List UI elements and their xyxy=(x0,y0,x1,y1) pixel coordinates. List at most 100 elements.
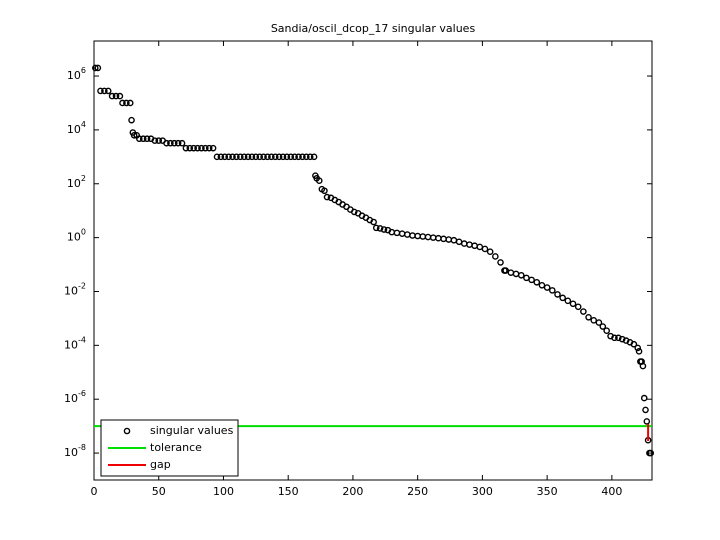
data-point xyxy=(186,144,194,152)
data-point xyxy=(376,225,384,232)
y-tick-label: 10-4 xyxy=(64,335,86,352)
data-point xyxy=(108,92,116,100)
data-point xyxy=(569,300,577,308)
x-tick-label: 50 xyxy=(152,485,166,498)
legend-label: gap xyxy=(150,458,171,471)
data-point xyxy=(517,271,525,279)
data-point xyxy=(574,303,582,311)
data-point xyxy=(564,297,572,305)
data-point xyxy=(647,449,655,457)
data-point xyxy=(372,224,380,232)
data-point xyxy=(611,334,618,342)
x-tick-label: 150 xyxy=(278,485,299,498)
x-tick-label: 300 xyxy=(472,485,493,498)
data-point xyxy=(585,314,592,321)
data-point xyxy=(252,153,260,161)
data-point xyxy=(630,340,638,348)
data-point xyxy=(225,153,232,161)
y-tick-label: 10-8 xyxy=(64,443,86,460)
data-point xyxy=(303,153,310,161)
data-point xyxy=(163,139,170,147)
data-point xyxy=(213,153,221,161)
data-point xyxy=(91,64,99,72)
x-tick-label: 0 xyxy=(91,485,98,498)
data-point xyxy=(279,153,287,161)
data-point xyxy=(143,135,151,143)
data-point xyxy=(94,64,102,72)
data-point xyxy=(190,144,197,152)
data-point xyxy=(97,87,104,95)
x-tick-label: 250 xyxy=(407,485,428,498)
legend-label: tolerance xyxy=(150,441,202,454)
y-tick-label: 104 xyxy=(67,119,86,136)
data-point xyxy=(248,153,256,161)
data-point xyxy=(634,344,642,352)
data-point xyxy=(543,284,551,291)
x-tick-label: 400 xyxy=(601,485,622,498)
data-point xyxy=(643,418,651,425)
data-point xyxy=(233,153,240,161)
data-point xyxy=(271,153,279,161)
data-point xyxy=(229,153,236,161)
x-tick-label: 350 xyxy=(537,485,558,498)
data-point xyxy=(380,226,388,233)
data-point xyxy=(104,87,112,95)
data-point xyxy=(202,144,209,152)
data-point xyxy=(554,291,561,298)
data-point xyxy=(295,153,302,161)
data-point xyxy=(182,144,190,152)
data-point xyxy=(139,135,147,143)
data-point xyxy=(101,87,108,95)
data-point xyxy=(310,153,318,161)
legend-label: singular values xyxy=(150,424,234,437)
data-point xyxy=(497,259,504,266)
data-point xyxy=(268,153,275,161)
data-point xyxy=(128,116,135,124)
chart-title: Sandia/oscil_dcop_17 singular values xyxy=(271,22,476,35)
data-point xyxy=(240,153,248,161)
data-point xyxy=(370,218,377,226)
data-point xyxy=(350,208,358,216)
data-point xyxy=(599,323,607,330)
data-point xyxy=(580,308,587,315)
data-point xyxy=(209,144,217,152)
data-point xyxy=(130,132,138,139)
data-point xyxy=(283,153,291,161)
y-tick-label: 106 xyxy=(67,66,86,83)
data-point xyxy=(321,187,328,195)
data-point xyxy=(615,334,622,342)
data-point xyxy=(590,317,598,324)
data-point xyxy=(287,153,295,161)
data-point xyxy=(116,92,124,100)
plot-frame xyxy=(93,40,653,481)
data-point xyxy=(178,139,186,147)
data-point xyxy=(492,253,499,260)
data-point xyxy=(481,245,489,253)
data-point xyxy=(198,144,205,152)
data-point xyxy=(618,335,626,343)
data-point xyxy=(236,153,244,161)
data-point xyxy=(538,281,546,289)
legend-marker xyxy=(123,427,131,435)
data-point xyxy=(112,92,120,100)
data-point xyxy=(136,135,143,143)
data-point xyxy=(642,406,649,414)
data-point xyxy=(205,144,213,152)
data-point xyxy=(194,144,201,152)
data-point xyxy=(119,99,126,107)
data-point xyxy=(306,153,314,161)
data-point xyxy=(549,287,556,294)
data-point xyxy=(170,139,178,147)
data-point xyxy=(275,153,283,161)
data-point xyxy=(533,278,541,286)
data-point xyxy=(260,153,267,161)
y-tick-label: 10-6 xyxy=(64,389,86,406)
data-point xyxy=(486,248,494,256)
data-point xyxy=(174,139,182,147)
data-point xyxy=(528,276,535,284)
y-tick-label: 10-2 xyxy=(64,281,86,298)
data-point xyxy=(126,99,134,107)
y-tick-label: 100 xyxy=(67,227,86,244)
data-point xyxy=(264,153,271,161)
